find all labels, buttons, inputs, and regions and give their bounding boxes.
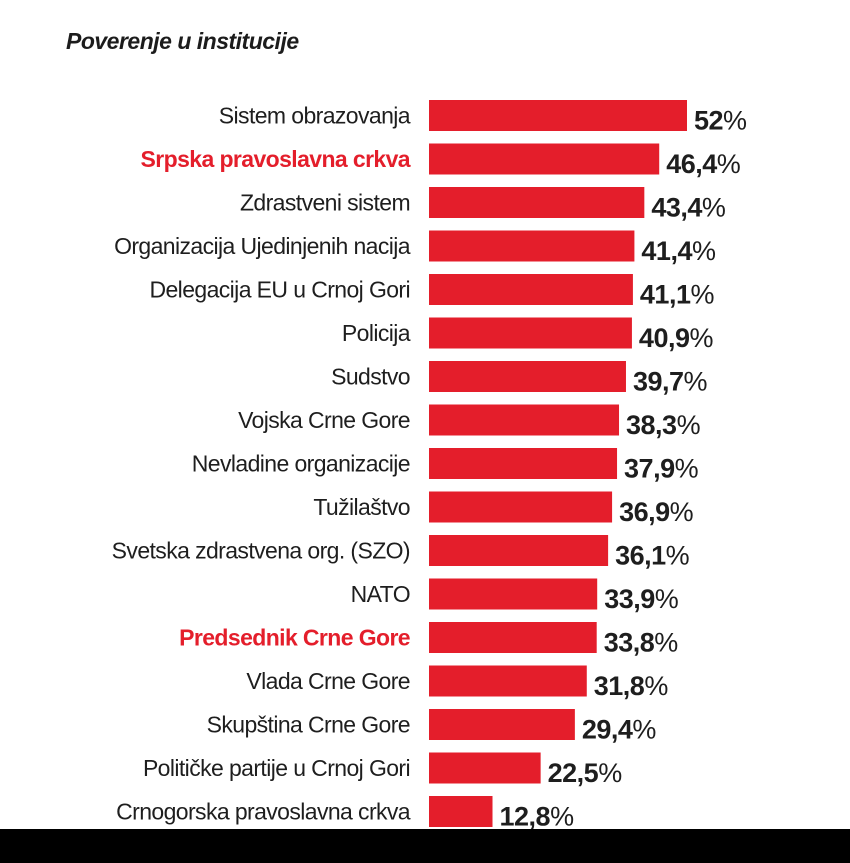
category-label: Sudstvo [331, 364, 410, 390]
value-label: 22,5% [548, 758, 623, 788]
category-label: Sistem obrazovanja [219, 103, 411, 129]
value-labels-layer: 52% 46,4% 43,4% 41,4% 41,1% 40,9% 39,7% 38,3% 37… [500, 106, 748, 830]
value-label: 33,9% [604, 584, 679, 614]
category-label: Srpska pravoslavna crkva [141, 146, 411, 172]
bar [429, 578, 598, 610]
bar [429, 274, 633, 305]
bar [429, 535, 609, 566]
bar [429, 622, 597, 653]
value-suffix: % [702, 193, 726, 223]
category-label: Organizacija Ujedinjenih nacija [114, 233, 411, 259]
bar [429, 230, 635, 262]
value-label: 52% [694, 106, 747, 136]
category-label: Tužilaštvo [313, 494, 410, 520]
bar [429, 491, 613, 523]
category-label: Vojska Crne Gore [238, 407, 410, 433]
bar [429, 100, 687, 131]
category-label: Predsednik Crne Gore [179, 625, 410, 651]
bar [429, 752, 541, 784]
value-label: 41,1% [640, 280, 715, 310]
value-label: 36,1% [615, 541, 690, 571]
category-label: Nevladine organizacije [192, 451, 410, 477]
bar [429, 317, 632, 349]
value-suffix: % [632, 715, 656, 745]
value-label: 29,4% [582, 715, 657, 745]
value-label: 38,3% [626, 410, 701, 440]
category-label: Policija [342, 320, 411, 346]
value-suffix: % [666, 541, 690, 571]
value-label: 37,9% [624, 454, 699, 484]
value-suffix: % [692, 236, 716, 266]
value-label: 33,8% [604, 628, 679, 658]
value-label: 41,4% [641, 236, 716, 266]
chart-title: Poverenje u institucije [66, 28, 299, 54]
bar [429, 665, 587, 697]
value-label: 43,4% [651, 193, 726, 223]
bar [429, 404, 620, 436]
value-label: 46,4% [666, 149, 741, 179]
category-labels-layer: Sistem obrazovanja Srpska pravoslavna crk… [112, 103, 412, 825]
value-suffix: % [723, 106, 747, 136]
category-label: Zdrastveni sistem [240, 190, 410, 216]
value-suffix: % [690, 280, 714, 310]
value-label: 31,8% [594, 671, 669, 701]
bars-layer [429, 100, 687, 827]
bar [429, 796, 493, 827]
value-label: 39,7% [633, 367, 708, 397]
value-suffix: % [717, 149, 741, 179]
value-suffix: % [654, 628, 678, 658]
bar [429, 143, 660, 175]
bar [429, 709, 575, 740]
horizontal-bar-chart: Sistem obrazovanja Srpska pravoslavna crk… [112, 100, 748, 830]
category-label: Vlada Crne Gore [246, 668, 410, 694]
value-suffix: % [598, 758, 622, 788]
bar [429, 361, 626, 392]
value-label: 40,9% [639, 323, 714, 353]
category-label: Političke partije u Crnoj Gori [143, 755, 410, 781]
value-suffix: % [675, 454, 699, 484]
category-label: Skupština Crne Gore [207, 712, 410, 738]
value-label: 36,9% [619, 497, 694, 527]
value-suffix: % [670, 497, 694, 527]
category-label: NATO [351, 581, 410, 607]
bar [429, 448, 618, 479]
footer-band [0, 829, 850, 863]
value-label: 12,8% [500, 802, 575, 830]
value-suffix: % [689, 323, 713, 353]
value-suffix: % [677, 410, 701, 440]
value-suffix: % [644, 671, 668, 701]
value-suffix: % [550, 802, 574, 830]
bar [429, 187, 645, 218]
value-suffix: % [655, 584, 679, 614]
category-label: Delegacija EU u Crnoj Gori [149, 277, 410, 303]
value-suffix: % [684, 367, 708, 397]
category-label: Svetska zdrastvena org. (SZO) [112, 538, 410, 564]
category-label: Crnogorska pravoslavna crkva [116, 799, 411, 825]
